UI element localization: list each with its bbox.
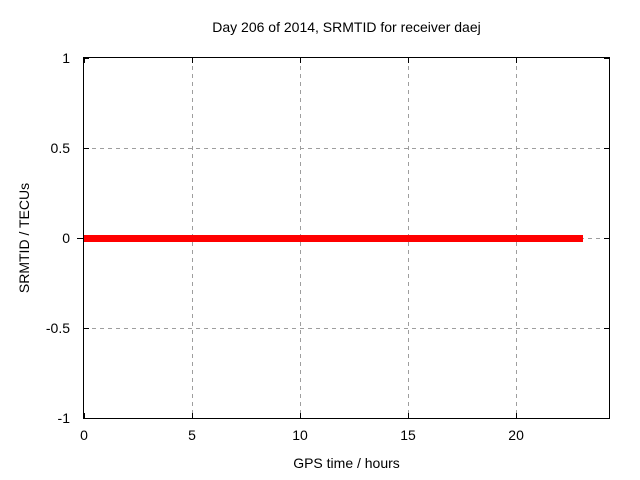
- x-tick-mark: [300, 58, 302, 63]
- x-tick-label: 20: [508, 427, 524, 443]
- x-tick-mark: [84, 58, 85, 63]
- x-tick-mark: [408, 413, 410, 418]
- y-tick-mark: [604, 58, 609, 59]
- x-tick-mark: [408, 58, 410, 63]
- y-tick-mark: [604, 328, 609, 329]
- x-tick-mark: [300, 413, 302, 418]
- y-gridline: [84, 328, 609, 329]
- y-tick-mark: [604, 148, 609, 149]
- x-tick-label: 0: [80, 427, 88, 443]
- x-tick-mark: [192, 413, 194, 418]
- x-tick-label: 5: [188, 427, 196, 443]
- y-tick-label: -1: [57, 410, 70, 426]
- x-tick-label: 10: [292, 427, 308, 443]
- x-tick-mark: [516, 413, 518, 418]
- plot-area: 0 5 10 15 20 1 0.5 0 -0.5 -1: [46, 51, 610, 442]
- x-tick-mark: [516, 58, 518, 63]
- y-tick-mark: [604, 238, 609, 239]
- y-zero-outer-tick: [77, 238, 83, 239]
- y-gridline: [84, 148, 609, 149]
- x-axis-label: GPS time / hours: [293, 455, 400, 471]
- y-axis-label: SRMTID / TECUs: [16, 182, 32, 294]
- y-tick-label: 1: [62, 50, 70, 66]
- x-tick-mark: [192, 58, 194, 63]
- data-series-line: [84, 234, 584, 242]
- x-tick-mark: [84, 413, 85, 418]
- y-tick-label: 0: [62, 230, 70, 246]
- y-tick-mark: [84, 418, 89, 419]
- y-tick-label: -0.5: [45, 320, 70, 336]
- y-tick-mark: [84, 148, 89, 149]
- x-tick-label: 15: [400, 427, 416, 443]
- y-tick-mark: [84, 58, 89, 59]
- chart-title: Day 206 of 2014, SRMTID for receiver dae…: [212, 19, 481, 35]
- y-tick-mark: [604, 418, 609, 419]
- y-tick-label: 0.5: [50, 140, 70, 156]
- y-tick-mark: [84, 328, 89, 329]
